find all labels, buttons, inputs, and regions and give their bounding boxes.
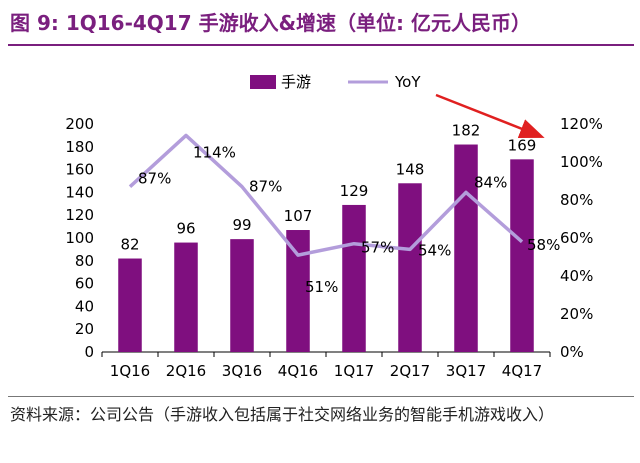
bar-value-label: 99 xyxy=(232,216,251,234)
bar-value-label: 107 xyxy=(284,207,313,225)
x-tick-label: 2Q16 xyxy=(166,362,206,380)
bar-value-label: 129 xyxy=(340,182,369,200)
data-labels: 82 96 99 107 129 148 182 169 87% 114% 87% 51% 57% 54%… xyxy=(120,122,560,297)
yoy-value-label: 87% xyxy=(138,170,171,188)
left-tick-label: 100 xyxy=(65,229,94,247)
yoy-value-label: 58% xyxy=(527,236,560,254)
left-tick-label: 0 xyxy=(84,343,94,361)
yoy-value-label: 87% xyxy=(249,178,282,196)
yoy-value-label: 54% xyxy=(418,241,451,259)
source-rule xyxy=(8,396,634,397)
left-tick-label: 60 xyxy=(75,275,94,293)
legend: 手游 YoY xyxy=(250,73,421,91)
bar-series xyxy=(118,144,534,352)
right-tick-label: 120% xyxy=(560,115,603,133)
yoy-value-label: 84% xyxy=(474,173,507,191)
annotation-arrow xyxy=(435,93,545,138)
x-tick-label: 1Q17 xyxy=(334,362,374,380)
bar xyxy=(342,204,366,352)
yoy-value-label: 57% xyxy=(361,239,394,257)
legend-swatch-bar xyxy=(250,75,276,89)
x-tick-label: 3Q17 xyxy=(446,362,486,380)
bar-value-label: 148 xyxy=(396,160,425,178)
bar xyxy=(286,230,310,352)
bar xyxy=(174,242,198,352)
left-tick-label: 140 xyxy=(65,183,94,201)
title-rule xyxy=(8,44,634,46)
right-tick-label: 60% xyxy=(560,229,593,247)
x-tick-label: 4Q17 xyxy=(502,362,542,380)
left-tick-label: 180 xyxy=(65,138,94,156)
left-tick-label: 40 xyxy=(75,297,94,315)
bar xyxy=(510,159,534,352)
right-tick-label: 0% xyxy=(560,343,584,361)
left-tick-label: 80 xyxy=(75,252,94,270)
bar xyxy=(230,239,254,352)
bar xyxy=(398,183,422,352)
x-tick-label: 2Q17 xyxy=(390,362,430,380)
chart-title: 图 9: 1Q16-4Q17 手游收入&增速（单位: 亿元人民币） xyxy=(10,11,532,35)
x-tick-label: 4Q16 xyxy=(278,362,318,380)
right-tick-label: 80% xyxy=(560,191,593,209)
x-tick-label: 3Q16 xyxy=(222,362,262,380)
left-tick-label: 200 xyxy=(65,115,94,133)
right-tick-label: 100% xyxy=(560,153,603,171)
left-tick-label: 160 xyxy=(65,161,94,179)
bar-value-label: 96 xyxy=(176,220,195,238)
yoy-value-label: 114% xyxy=(193,143,236,161)
source-note: 资料来源：公司公告（手游收入包括属于社交网络业务的智能手机游戏收入） xyxy=(10,405,555,424)
left-tick-label: 20 xyxy=(75,320,94,338)
legend-label-line: YoY xyxy=(394,73,421,91)
bar-value-label: 182 xyxy=(452,122,481,140)
right-tick-label: 40% xyxy=(560,267,593,285)
bar-value-label: 82 xyxy=(120,236,139,254)
yoy-value-label: 51% xyxy=(305,278,338,296)
yoy-series xyxy=(128,133,524,257)
bar-value-label: 169 xyxy=(508,136,537,154)
right-tick-label: 20% xyxy=(560,305,593,323)
axes: 1Q16 2Q16 3Q16 4Q16 1Q17 2Q17 3Q17 4Q17 0 20 40 60 8… xyxy=(65,115,603,380)
yoy-line xyxy=(128,133,524,257)
legend-label-bar: 手游 xyxy=(281,73,311,91)
left-tick-label: 120 xyxy=(65,206,94,224)
bar xyxy=(118,258,142,352)
x-tick-label: 1Q16 xyxy=(110,362,150,380)
